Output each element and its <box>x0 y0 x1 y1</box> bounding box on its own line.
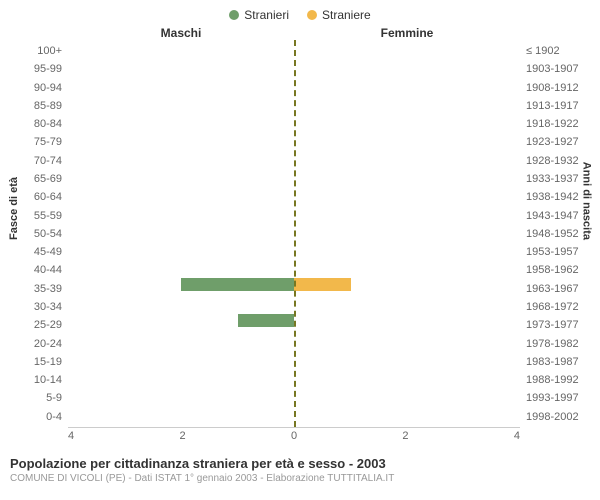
bar-female <box>294 278 351 291</box>
plot-right-half <box>294 40 520 427</box>
age-group-label: 85-89 <box>10 97 62 115</box>
column-header-left: Maschi <box>68 26 294 40</box>
age-group-label: 95-99 <box>10 60 62 78</box>
chart-title: Popolazione per cittadinanza straniera p… <box>10 456 590 471</box>
footer: Popolazione per cittadinanza straniera p… <box>10 456 590 484</box>
column-headers: Maschi Femmine <box>10 26 590 40</box>
age-group-label: 90-94 <box>10 79 62 97</box>
x-tick-label: 2 <box>179 430 185 442</box>
age-group-label: 45-49 <box>10 243 62 261</box>
birth-year-label: 1903-1907 <box>526 60 590 78</box>
age-group-label: 25-29 <box>10 316 62 334</box>
birth-year-label: ≤ 1902 <box>526 42 590 60</box>
age-group-label: 15-19 <box>10 353 62 371</box>
age-group-label: 10-14 <box>10 371 62 389</box>
birth-year-label: 1908-1912 <box>526 79 590 97</box>
x-tick-label: 2 <box>402 430 408 442</box>
birth-year-label: 1988-1992 <box>526 371 590 389</box>
chart-container: Stranieri Straniere Maschi Femmine Fasce… <box>0 0 600 500</box>
birth-year-label: 1998-2002 <box>526 408 590 426</box>
age-group-label: 30-34 <box>10 298 62 316</box>
birth-year-label: 1968-1972 <box>526 298 590 316</box>
birth-year-label: 1913-1917 <box>526 97 590 115</box>
age-group-label: 35-39 <box>10 280 62 298</box>
y-right-axis-title: Anni di nascita <box>580 162 592 240</box>
bar-male <box>181 278 294 291</box>
age-group-label: 0-4 <box>10 408 62 426</box>
legend-item-male: Stranieri <box>229 8 289 22</box>
column-header-right: Femmine <box>294 26 520 40</box>
plot-area <box>68 40 520 428</box>
birth-year-label: 1983-1987 <box>526 353 590 371</box>
x-axis: 42024 <box>10 430 590 442</box>
x-axis-ticks: 42024 <box>68 430 520 442</box>
age-group-label: 5-9 <box>10 389 62 407</box>
legend-swatch-male <box>229 10 239 20</box>
legend: Stranieri Straniere <box>10 8 590 22</box>
birth-year-label: 1993-1997 <box>526 389 590 407</box>
age-group-label: 40-44 <box>10 261 62 279</box>
birth-year-label: 1978-1982 <box>526 335 590 353</box>
birth-year-label: 1958-1962 <box>526 261 590 279</box>
chart-area: Fasce di età Anni di nascita 100+95-9990… <box>10 40 590 428</box>
center-axis-line <box>294 40 296 427</box>
birth-year-label: 1963-1967 <box>526 280 590 298</box>
x-tick-label: 4 <box>68 430 74 442</box>
birth-year-label: 1918-1922 <box>526 115 590 133</box>
age-group-label: 75-79 <box>10 133 62 151</box>
chart-subtitle: COMUNE DI VICOLI (PE) - Dati ISTAT 1° ge… <box>10 473 590 484</box>
birth-year-label: 1973-1977 <box>526 316 590 334</box>
age-group-label: 70-74 <box>10 152 62 170</box>
age-group-label: 100+ <box>10 42 62 60</box>
plot-left-half <box>68 40 294 427</box>
age-group-label: 80-84 <box>10 115 62 133</box>
birth-year-label: 1953-1957 <box>526 243 590 261</box>
birth-year-label: 1923-1927 <box>526 133 590 151</box>
legend-label-male: Stranieri <box>244 8 289 22</box>
legend-item-female: Straniere <box>307 8 371 22</box>
x-tick-label: 0 <box>291 430 297 442</box>
legend-swatch-female <box>307 10 317 20</box>
bar-male <box>238 314 295 327</box>
y-left-axis-title: Fasce di età <box>8 177 20 240</box>
age-group-label: 20-24 <box>10 335 62 353</box>
legend-label-female: Straniere <box>322 8 371 22</box>
